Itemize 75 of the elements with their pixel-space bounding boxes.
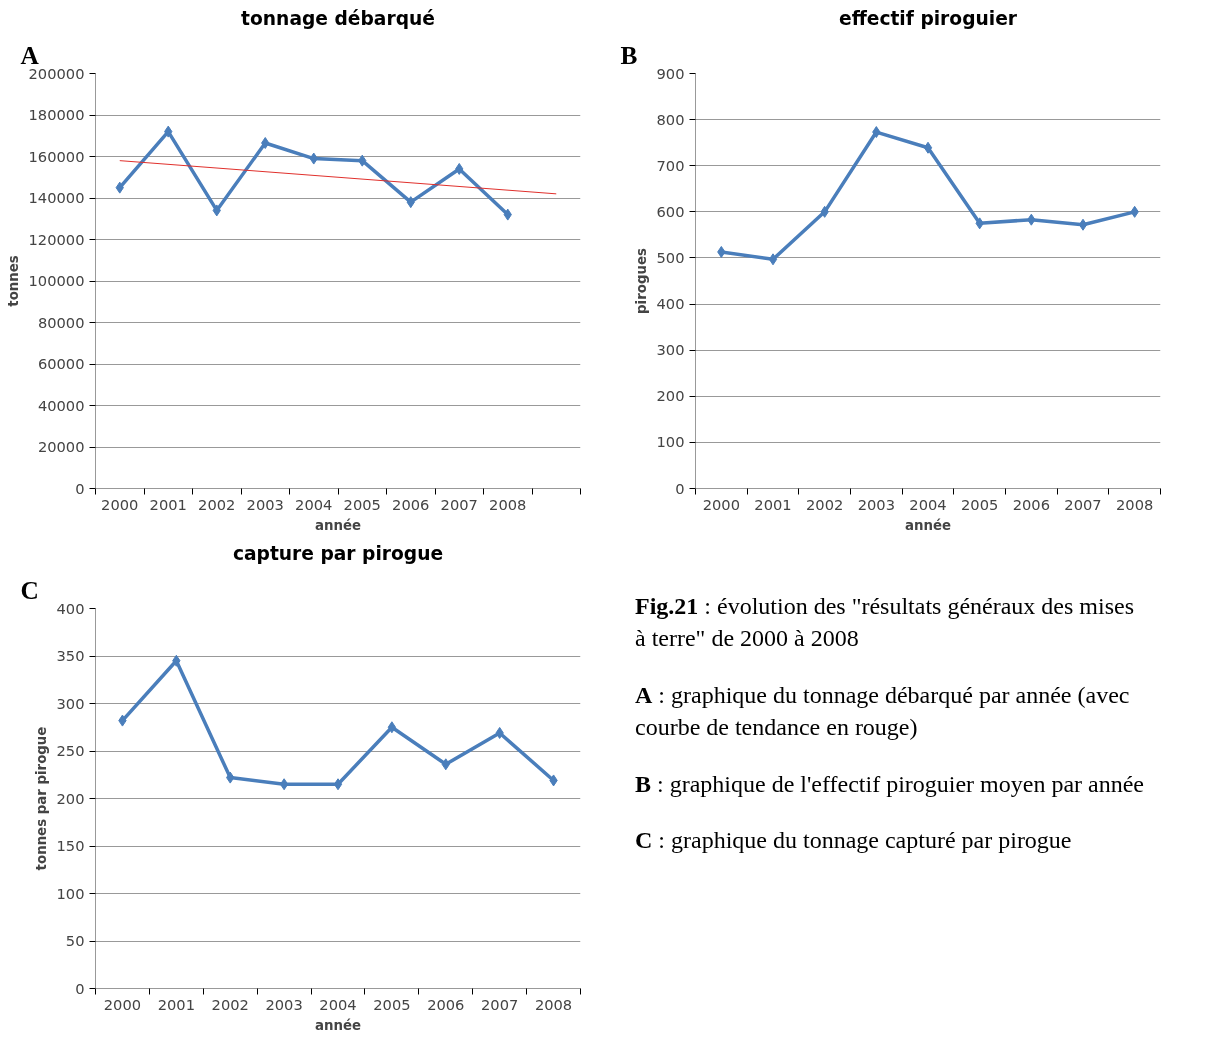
y-tick-label: 50 (65, 932, 85, 949)
y-tick-label: 60000 (37, 355, 85, 372)
x-tick-label: 2008 (489, 495, 527, 513)
x-tick-label: 2001 (754, 495, 792, 513)
x-tick-label: 2000 (103, 995, 142, 1013)
y-tick-label: 200 (656, 387, 685, 405)
y-axis-title: tonnes par pirogue (33, 726, 49, 871)
y-tick-label: 100 (56, 884, 85, 902)
y-tick-label: 100 (656, 433, 685, 451)
x-tick-label: 2005 (343, 495, 381, 513)
x-tick-label: 2002 (806, 495, 844, 513)
y-tick-label: 0 (75, 979, 85, 997)
y-axis-title: pirogues (633, 248, 649, 314)
x-tick-label: 2004 (319, 995, 357, 1013)
y-tick-label: 400 (56, 599, 85, 617)
y-tick-label: 600 (656, 202, 685, 220)
x-tick-label: 2000 (101, 495, 139, 513)
y-tick-label: 160000 (28, 147, 85, 165)
y-tick-label: 20000 (37, 438, 85, 455)
y-tick-label: 500 (656, 248, 685, 266)
text: A : graphique du tonnage débarqué par année (avec courbe de tendance en rouge) (635, 680, 1131, 743)
x-tick-label: 2003 (246, 495, 284, 513)
y-tick-label: 300 (56, 694, 85, 712)
chart-title: capture par pirogue (232, 542, 444, 564)
y-tick-label: 150 (56, 837, 85, 854)
x-tick-label: 2007 (481, 995, 519, 1013)
text: C (20, 575, 39, 604)
x-tick-label: 2000 (702, 495, 740, 513)
point (387, 721, 397, 734)
y-tick-label: 400 (656, 295, 685, 313)
x-tick-label: 2001 (157, 995, 195, 1013)
y-tick-label: 800 (656, 110, 685, 128)
caption: Fig.21 : évolution des "résultats généraux des mises à terre" de 2000 à 2008 (635, 592, 1136, 654)
y-tick-label: 100000 (28, 272, 85, 289)
y-tick-label: 40000 (37, 396, 85, 414)
x-tick-label: 2003 (857, 495, 895, 513)
x-tick-label: 2001 (149, 495, 187, 513)
y-tick-label: 250 (56, 742, 85, 759)
x-tick-label: 2002 (211, 995, 249, 1013)
y-tick-label: 0 (75, 479, 85, 497)
text: B (620, 40, 638, 69)
x-tick-label: 2003 (265, 995, 303, 1013)
x-tick-label: 2005 (373, 995, 411, 1013)
x-tick-label: 2002 (198, 495, 236, 513)
x-tick-label: 2004 (909, 495, 947, 513)
x-axis-title: année (904, 517, 952, 533)
y-tick-label: 0 (675, 479, 685, 497)
point (768, 253, 778, 266)
x-tick-label: 2008 (534, 995, 573, 1013)
x-tick-label: 2007 (1064, 495, 1102, 513)
chart-title: effectif piroguier (838, 7, 1018, 29)
y-tick-label: 900 (656, 64, 685, 82)
x-axis-title: année (314, 517, 362, 533)
x-axis-title: année (314, 1017, 362, 1033)
text: B : graphique de l'effectif piroguier moyen par année (635, 769, 1145, 799)
y-tick-label: 120000 (28, 230, 85, 248)
x-tick-label: 2006 (427, 995, 465, 1013)
y-axis-title: tonnes (5, 255, 21, 307)
y-tick-label: 200 (56, 789, 85, 807)
x-tick-label: 2007 (440, 495, 478, 513)
point (923, 141, 933, 154)
point (279, 778, 289, 791)
x-tick-label: 2008 (1116, 495, 1154, 513)
chart-title: tonnage débarqué (241, 7, 435, 29)
y-tick-label: 140000 (28, 189, 85, 206)
y-tick-label: 350 (56, 647, 85, 664)
y-tick-label: 180000 (28, 106, 85, 123)
y-tick-label: 700 (656, 156, 685, 174)
y-tick-label: 300 (656, 341, 685, 359)
text: C : graphique du tonnage capturé par pirogue (635, 825, 1073, 855)
x-tick-label: 2005 (961, 495, 999, 513)
y-tick-label: 80000 (37, 313, 85, 331)
x-tick-label: 2004 (295, 495, 333, 513)
x-tick-label: 2006 (1012, 495, 1050, 513)
x-tick-label: 2006 (392, 495, 430, 513)
